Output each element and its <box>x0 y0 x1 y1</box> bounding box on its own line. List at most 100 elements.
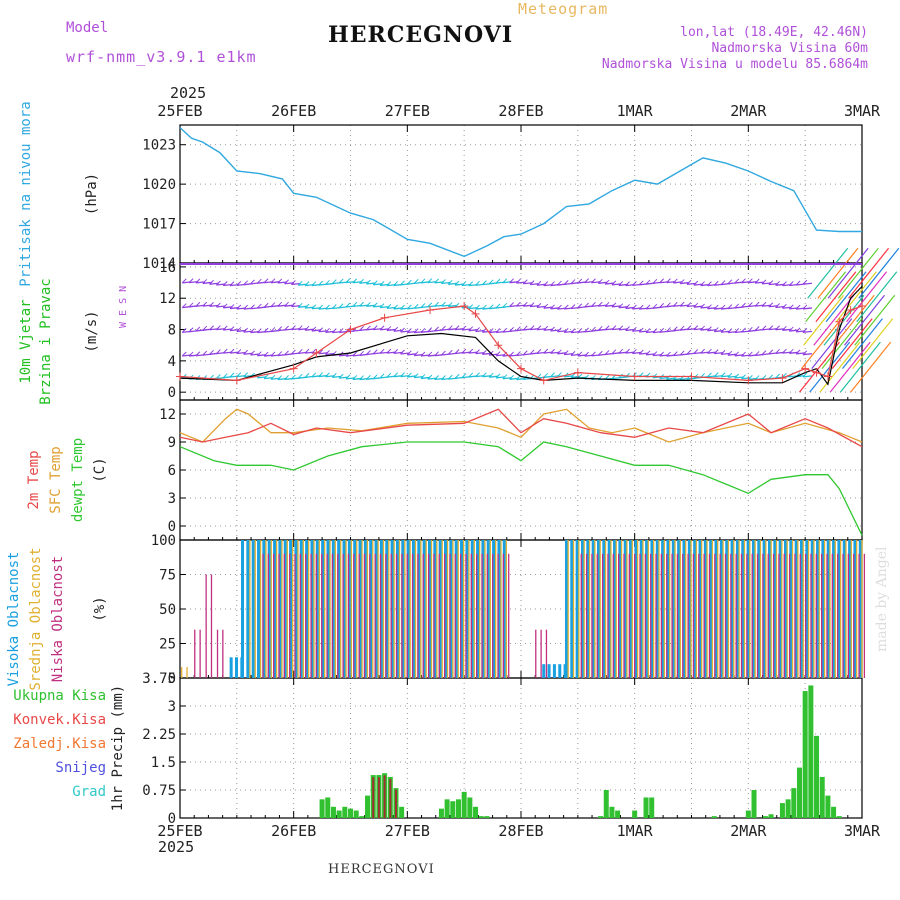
high-cloud-bar <box>337 540 341 678</box>
wind-barb <box>577 278 583 284</box>
high-cloud-bar <box>449 540 453 678</box>
wind-compass: W E S N <box>118 286 129 328</box>
wind-barb <box>359 375 364 380</box>
model-label: Model <box>66 20 109 36</box>
wind-barb <box>564 375 574 378</box>
wind-barb <box>420 278 426 284</box>
wind-barb <box>734 328 740 333</box>
year-bottom: 2025 <box>158 838 195 856</box>
wind-barb <box>775 280 780 286</box>
high-cloud-bar <box>570 540 574 678</box>
precip-bar <box>353 810 359 818</box>
precip-bar <box>336 810 342 818</box>
wind-barb <box>536 325 542 331</box>
wind-barb <box>536 303 542 308</box>
precip-bar <box>467 797 473 818</box>
high-cloud-bar <box>278 540 282 678</box>
wind-unit: (m/s) <box>84 310 100 352</box>
wind-barb <box>577 303 583 309</box>
high-cloud-bar <box>613 540 617 678</box>
precip-bar <box>615 810 621 818</box>
high-cloud-bar <box>321 540 325 678</box>
wind-barb <box>304 328 315 331</box>
high-cloud-bar <box>842 540 846 678</box>
precip-conv-bar <box>389 778 392 818</box>
wind-barb <box>604 301 610 307</box>
wind-barb-strong <box>848 247 890 299</box>
high-cloud-bar <box>607 540 611 678</box>
cloud-ylabel: Visoka Oblacnost <box>6 552 22 687</box>
wind-barb-strong <box>825 271 867 323</box>
wind-barb <box>727 375 737 378</box>
wind-gust-marker <box>835 317 844 326</box>
y-tick-label: 4 <box>168 354 176 370</box>
wind-barb <box>673 281 683 284</box>
wind-barb <box>747 351 753 357</box>
precip-bar <box>711 816 717 818</box>
precip-bar <box>609 806 615 818</box>
high-cloud-bar <box>417 540 421 678</box>
temp-ylabel3: dewpt Temp <box>70 438 86 522</box>
wind-barb <box>543 372 549 378</box>
wind-barb <box>645 279 651 285</box>
wind-barb <box>802 353 812 356</box>
wind-barb <box>311 281 317 286</box>
precip-bar <box>791 788 797 818</box>
high-cloud-bar <box>273 540 277 678</box>
wind-barb <box>802 372 808 378</box>
precip-bar <box>762 816 768 818</box>
precip-bar <box>365 795 371 818</box>
wind-barb <box>216 374 221 379</box>
y-tick-label: 3.75 <box>142 671 176 687</box>
wind-barb <box>277 375 283 380</box>
wind-barb <box>672 301 678 307</box>
wind-barb <box>755 281 765 284</box>
wind-barb <box>523 282 533 285</box>
wind-gust-marker <box>232 376 241 385</box>
wind-barb <box>516 281 526 284</box>
wind-barb <box>311 326 317 332</box>
wind-barb <box>782 306 792 309</box>
high-cloud-bar <box>433 540 437 678</box>
wind-gust-marker <box>494 341 503 350</box>
x-tick-label-top: 26FEB <box>271 102 316 120</box>
wind-barb <box>502 302 508 308</box>
wind-barb <box>345 302 351 308</box>
wind-barb-strong <box>852 318 894 370</box>
high-cloud-bar <box>444 540 448 678</box>
wind-barb <box>263 327 269 333</box>
wind-barb <box>802 304 808 310</box>
wind-barb <box>666 351 671 357</box>
y-tick-label: 6 <box>168 463 176 479</box>
precip-bar <box>598 816 604 818</box>
precip-legend-item: Konvek.Kisa <box>13 712 106 728</box>
wind-barb-strong <box>856 271 898 323</box>
y-tick-label: 0.75 <box>142 783 176 799</box>
wind-barb <box>618 328 628 331</box>
wind-barb <box>550 304 555 310</box>
wind-barb <box>379 328 390 331</box>
high-cloud-bar <box>746 540 750 678</box>
wind-barb <box>434 351 439 357</box>
wind-barb <box>509 302 514 307</box>
wind-gust-marker <box>539 376 548 385</box>
precip-bar <box>325 797 331 818</box>
wind-barb <box>693 325 699 331</box>
wind-barb <box>331 304 337 309</box>
wind-barb <box>529 325 535 330</box>
wind-barb <box>686 280 692 285</box>
precip-bar <box>348 808 353 818</box>
wind-barb <box>495 351 501 357</box>
precip-bar <box>802 691 808 818</box>
wind-barb <box>543 306 553 309</box>
wind-barb <box>373 283 383 286</box>
wind-barb <box>741 278 746 284</box>
wind-barb <box>325 350 330 355</box>
wind-barb <box>400 349 405 355</box>
wind-barb <box>427 278 433 283</box>
high-cloud-bar <box>558 664 562 678</box>
wind-barb <box>557 327 562 333</box>
wind-barb-strong <box>827 247 869 299</box>
wind-barb <box>393 351 403 355</box>
wind-barb <box>250 350 255 356</box>
